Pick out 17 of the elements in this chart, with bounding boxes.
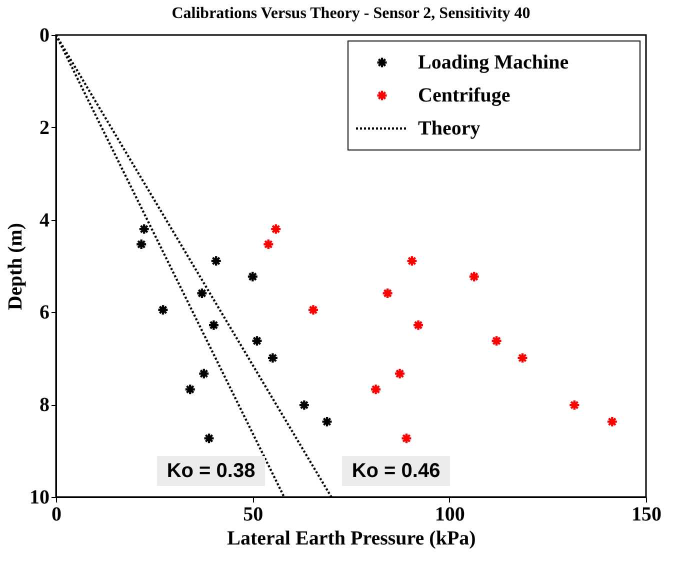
x-tick-label: 50 <box>243 504 264 526</box>
y-tick-label: 4 <box>40 209 50 232</box>
x-axis-title: Lateral Earth Pressure (kPa) <box>227 528 476 550</box>
legend-label: Theory <box>418 118 480 140</box>
y-tick-label: 2 <box>40 116 50 139</box>
y-axis-title: Depth (m) <box>4 222 26 310</box>
y-tick-label: 6 <box>40 302 50 324</box>
x-tick-label: 150 <box>632 504 662 526</box>
x-tick-label: 100 <box>434 504 465 526</box>
legend-label: Centrifuge <box>418 84 510 106</box>
annotation: Ko = 0.46 <box>352 460 440 482</box>
y-tick-label: 8 <box>40 394 50 416</box>
annotation: Ko = 0.38 <box>166 460 256 482</box>
legend-label: Loading Machine <box>418 52 569 74</box>
y-tick-label: 10 <box>30 486 50 508</box>
y-tick-label: 0 <box>40 24 50 46</box>
chart-title: Calibrations Versus Theory - Sensor 2, Sensitivity 40 <box>172 5 530 22</box>
